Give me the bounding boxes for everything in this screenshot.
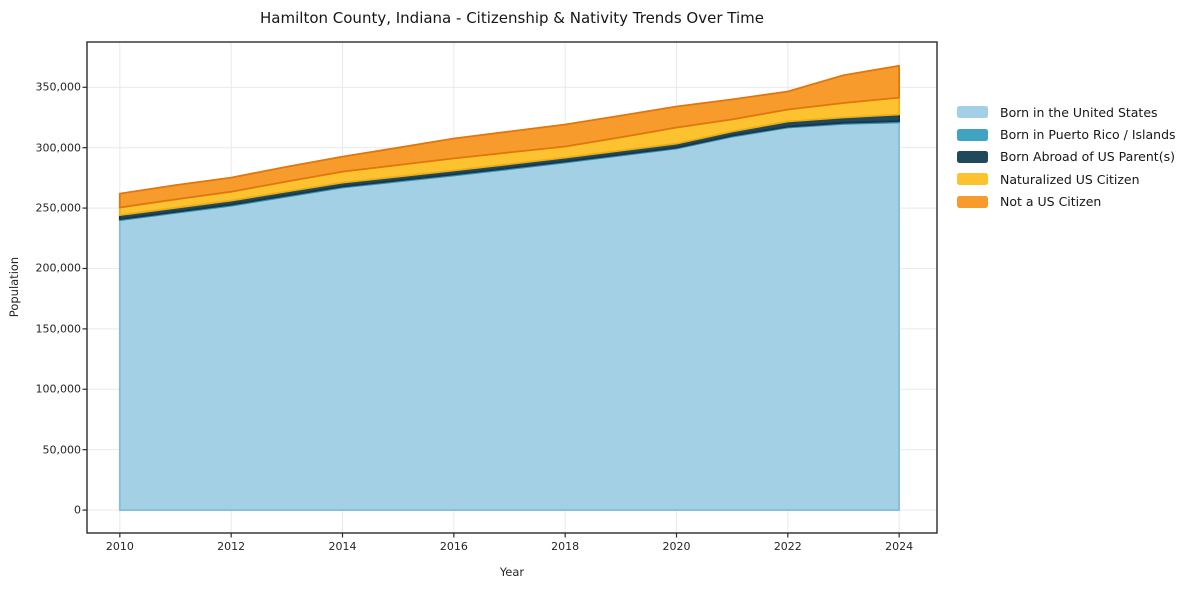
legend-swatch-icon xyxy=(957,106,988,119)
x-tick-label: 2022 xyxy=(773,540,802,553)
y-tick-label: 100,000 xyxy=(35,382,82,396)
legend-item-not-a-us-citizen: Not a US Citizen xyxy=(957,191,1176,213)
x-tick-label: 2018 xyxy=(551,540,580,553)
x-tick-label: 2016 xyxy=(439,540,468,553)
legend-item-born-abroad-of-us-parent-s: Born Abroad of US Parent(s) xyxy=(957,146,1176,168)
x-tick-label: 2024 xyxy=(885,540,914,553)
legend-swatch-icon xyxy=(957,128,988,141)
y-axis-label: Population xyxy=(7,256,21,318)
legend-item-born-in-puerto-rico-islands: Born in Puerto Rico / Islands xyxy=(957,123,1176,145)
x-tick-label: 2014 xyxy=(328,540,357,553)
legend-label: Naturalized US Citizen xyxy=(1000,171,1140,187)
legend-swatch-icon xyxy=(957,173,988,186)
y-tick-label: 350,000 xyxy=(35,80,82,94)
legend-item-naturalized-us-citizen: Naturalized US Citizen xyxy=(957,168,1176,190)
legend-label: Born in Puerto Rico / Islands xyxy=(1000,127,1176,143)
legend: Born in the United States Born in Puerto … xyxy=(957,101,1176,213)
x-axis-label: Year xyxy=(499,565,525,579)
y-tick-label: 0 xyxy=(74,503,81,517)
y-tick-label: 150,000 xyxy=(35,322,82,336)
legend-item-born-in-the-united-states: Born in the United States xyxy=(957,101,1176,123)
legend-swatch-icon xyxy=(957,150,988,163)
y-tick-label: 200,000 xyxy=(35,261,82,275)
x-tick-label: 2012 xyxy=(217,540,246,553)
area-not-a-us-citizen xyxy=(118,64,900,209)
x-tick-label: 2010 xyxy=(105,540,134,553)
y-tick-label: 250,000 xyxy=(35,201,82,215)
legend-label: Born Abroad of US Parent(s) xyxy=(1000,149,1175,165)
y-tick-label: 50,000 xyxy=(42,443,82,457)
axes-frame xyxy=(86,41,938,534)
chart-title: Hamilton County, Indiana - Citizenship &… xyxy=(260,9,764,27)
legend-swatch-icon xyxy=(957,195,988,208)
legend-label: Born in the United States xyxy=(1000,104,1158,120)
legend-label: Not a US Citizen xyxy=(1000,194,1102,210)
x-tick-label: 2020 xyxy=(662,540,691,553)
y-tick-label: 300,000 xyxy=(35,141,82,155)
